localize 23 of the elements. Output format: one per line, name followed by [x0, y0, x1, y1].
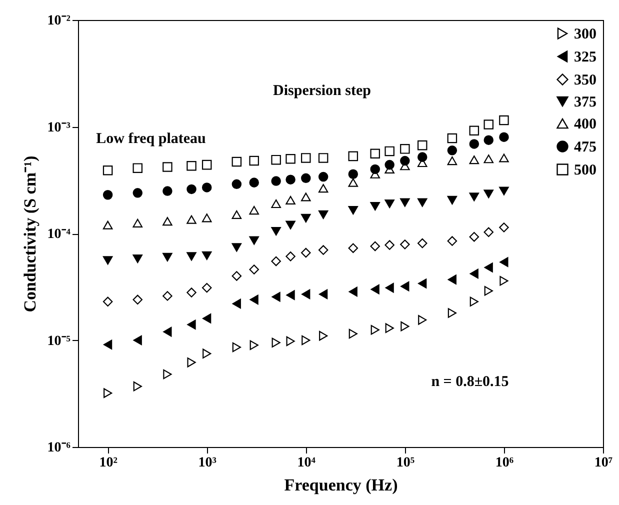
annotation: Low freq plateau [96, 131, 206, 147]
y-tick-label: 10⁻⁶ [47, 440, 70, 456]
legend-label: 500 [574, 162, 596, 178]
y-tick-label: 10⁻⁵ [47, 334, 70, 349]
legend-label: 400 [574, 116, 596, 132]
legend-label: 475 [574, 140, 596, 156]
x-tick-label: 10³ [198, 456, 216, 470]
annotation: Dispersion step [273, 83, 371, 99]
y-tick-label: 10⁻⁴ [47, 227, 72, 242]
annotation: n = 0.8±0.15 [431, 374, 509, 390]
legend-label: 300 [574, 26, 596, 42]
legend-label: 375 [574, 94, 596, 110]
x-tick-label: 10⁴ [297, 456, 316, 470]
x-tick-label: 10⁵ [396, 456, 415, 470]
x-tick-label: 10⁷ [594, 456, 613, 470]
x-tick-label: 10² [99, 456, 118, 470]
y-tick-label: 10⁻² [47, 14, 70, 28]
x-tick-label: 10⁶ [495, 456, 514, 470]
y-axis-title: Conductivity (S cm⁻¹) [20, 156, 40, 312]
y-tick-label: 10⁻³ [47, 120, 70, 136]
legend-label: 350 [574, 72, 596, 88]
x-axis-title: Frequency (Hz) [284, 476, 398, 494]
legend-label: 325 [574, 50, 596, 66]
